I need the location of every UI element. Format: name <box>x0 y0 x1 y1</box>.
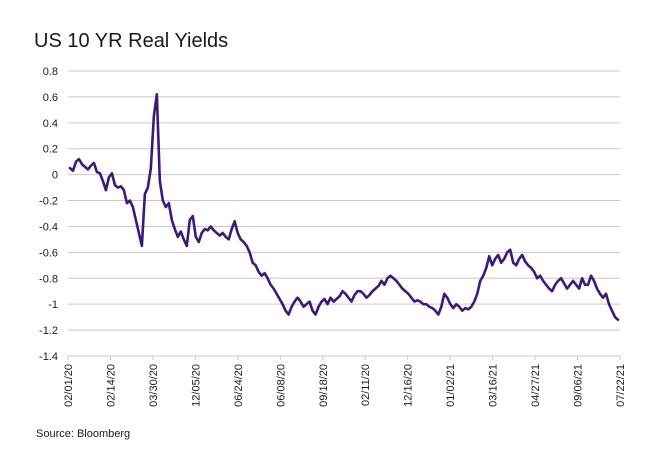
y-tick-label: 0.2 <box>43 144 58 156</box>
y-tick-label: -1.2 <box>39 325 58 337</box>
x-tick-label: 04/27/21 <box>530 364 542 407</box>
x-tick-label: 06/24/20 <box>233 364 245 407</box>
y-axis-ticks: 0.8 0.6 0.4 0.2 0 -0.2 -0.4 -0.6 -0.8 -1 -1.2 -1.4 <box>39 66 58 363</box>
y-tick-label: -1.4 <box>39 351 58 363</box>
y-tick-label: -0.4 <box>39 221 58 233</box>
y-tick-label: 0.4 <box>43 118 58 130</box>
y-tick-label: -0.8 <box>39 273 58 285</box>
grid-lines <box>68 70 620 357</box>
x-tick-label: 03/30/20 <box>148 364 160 407</box>
x-tick-label: 02/01/20 <box>63 364 75 407</box>
x-tick-label: 07/22/21 <box>615 364 627 407</box>
x-axis-ticks: 02/01/20 02/14/20 03/30/20 12/05/20 06/24/20… <box>63 356 627 407</box>
y-tick-label: -0.2 <box>39 196 58 208</box>
y-tick-label: -0.6 <box>39 247 58 259</box>
x-tick-label: 09/18/20 <box>318 364 330 407</box>
x-tick-label: 02/14/20 <box>105 364 117 407</box>
y-tick-label: 0.8 <box>43 66 58 78</box>
source-note: Source: Bloomberg <box>36 428 131 440</box>
x-tick-label: 12/05/20 <box>190 364 202 407</box>
y-tick-label: 0.6 <box>43 92 58 104</box>
x-tick-label: 06/08/20 <box>275 364 287 407</box>
y-tick-label: -1 <box>48 299 58 311</box>
x-tick-label: 01/02/21 <box>445 364 457 407</box>
series-line <box>68 93 620 322</box>
x-tick-label: 12/16/20 <box>403 364 415 407</box>
x-tick-label: 02/11/20 <box>360 364 372 406</box>
series-layer <box>68 93 620 322</box>
chart-title: US 10 YR Real Yields <box>34 30 229 52</box>
y-tick-label: 0 <box>52 170 58 182</box>
x-tick-label: 09/06/21 <box>573 364 585 407</box>
x-tick-label: 03/16/21 <box>488 364 500 407</box>
